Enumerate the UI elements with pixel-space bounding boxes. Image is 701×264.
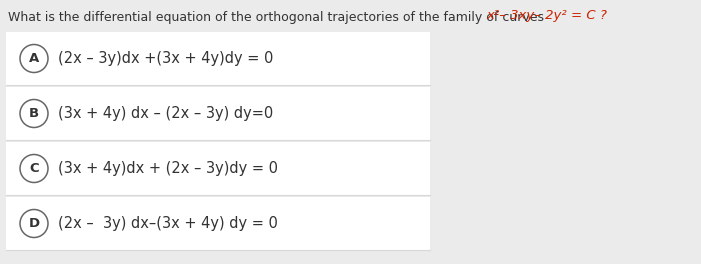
Text: B: B <box>29 107 39 120</box>
Text: What is the differential equation of the orthogonal trajectories of the family o: What is the differential equation of the… <box>8 12 548 25</box>
Text: x²– 3xy– 2y² = C ?: x²– 3xy– 2y² = C ? <box>486 10 608 22</box>
Ellipse shape <box>20 154 48 182</box>
Ellipse shape <box>20 100 48 128</box>
Text: D: D <box>29 217 39 230</box>
Text: C: C <box>29 162 39 175</box>
Ellipse shape <box>20 45 48 73</box>
Text: (2x –  3y) dx–(3x + 4y) dy = 0: (2x – 3y) dx–(3x + 4y) dy = 0 <box>58 216 278 231</box>
FancyBboxPatch shape <box>6 87 430 140</box>
Ellipse shape <box>20 210 48 238</box>
Text: A: A <box>29 52 39 65</box>
Text: (2x – 3y)dx +(3x + 4y)dy = 0: (2x – 3y)dx +(3x + 4y)dy = 0 <box>58 51 273 66</box>
FancyBboxPatch shape <box>6 197 430 250</box>
Text: (3x + 4y)dx + (2x – 3y)dy = 0: (3x + 4y)dx + (2x – 3y)dy = 0 <box>58 161 278 176</box>
Text: (3x + 4y) dx – (2x – 3y) dy=0: (3x + 4y) dx – (2x – 3y) dy=0 <box>58 106 273 121</box>
FancyBboxPatch shape <box>6 32 430 85</box>
FancyBboxPatch shape <box>6 142 430 195</box>
